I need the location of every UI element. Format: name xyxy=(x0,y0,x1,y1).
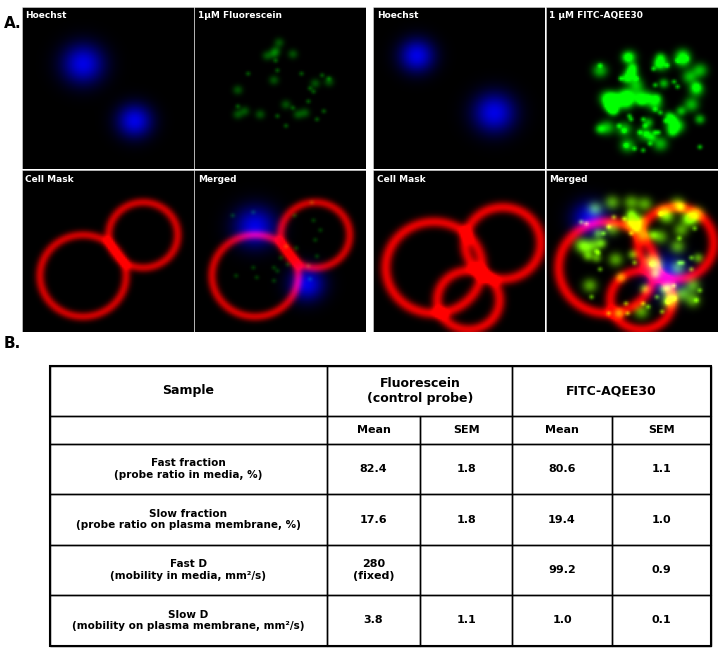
Text: SEM: SEM xyxy=(453,425,479,435)
Text: 17.6: 17.6 xyxy=(360,515,387,524)
Text: 82.4: 82.4 xyxy=(360,465,387,474)
Bar xyxy=(49,444,327,494)
Text: Mean: Mean xyxy=(357,425,391,435)
Bar xyxy=(327,494,420,545)
Text: Fast fraction
(probe ratio in media, %): Fast fraction (probe ratio in media, %) xyxy=(115,459,262,480)
Text: Hoechst: Hoechst xyxy=(25,11,67,20)
Text: 1.8: 1.8 xyxy=(456,515,476,524)
Bar xyxy=(327,416,420,444)
Bar xyxy=(612,595,710,645)
Text: Merged: Merged xyxy=(198,174,236,184)
Bar xyxy=(420,494,513,545)
Text: Slow fraction
(probe ratio on plasma membrane, %): Slow fraction (probe ratio on plasma mem… xyxy=(76,509,301,530)
Text: Sample: Sample xyxy=(162,384,215,397)
Bar xyxy=(49,595,327,645)
Bar xyxy=(513,494,612,545)
Text: 1.0: 1.0 xyxy=(552,615,572,625)
Text: A.: A. xyxy=(4,16,21,32)
Text: Merged: Merged xyxy=(550,174,588,184)
Text: 1.8: 1.8 xyxy=(456,465,476,474)
Text: Fast D
(mobility in media, mm²/s): Fast D (mobility in media, mm²/s) xyxy=(110,559,267,581)
Bar xyxy=(327,444,420,494)
Bar xyxy=(327,595,420,645)
Bar xyxy=(612,545,710,595)
Text: Mean: Mean xyxy=(545,425,579,435)
Bar xyxy=(49,416,327,444)
Text: FITC-AQEE30: FITC-AQEE30 xyxy=(566,384,657,397)
Bar xyxy=(612,444,710,494)
Bar xyxy=(420,444,513,494)
Bar xyxy=(327,545,420,595)
Text: 1μM Fluorescein: 1μM Fluorescein xyxy=(198,11,282,20)
Text: 3.8: 3.8 xyxy=(364,615,384,625)
Bar xyxy=(420,545,513,595)
Text: 0.9: 0.9 xyxy=(651,565,671,575)
Text: 99.2: 99.2 xyxy=(548,565,576,575)
Text: 0.1: 0.1 xyxy=(651,615,671,625)
Bar xyxy=(513,545,612,595)
Text: 19.4: 19.4 xyxy=(548,515,576,524)
Text: B.: B. xyxy=(4,336,21,351)
Bar xyxy=(49,494,327,545)
Bar xyxy=(420,416,513,444)
Bar xyxy=(49,545,327,595)
Bar xyxy=(612,494,710,545)
Bar xyxy=(513,444,612,494)
Text: Fluorescein
(control probe): Fluorescein (control probe) xyxy=(367,377,473,405)
Bar xyxy=(49,366,327,416)
Text: Slow D
(mobility on plasma membrane, mm²/s): Slow D (mobility on plasma membrane, mm²… xyxy=(72,609,304,631)
Text: Cell Mask: Cell Mask xyxy=(376,174,426,184)
Text: 1.0: 1.0 xyxy=(651,515,671,524)
Text: 1.1: 1.1 xyxy=(456,615,476,625)
Bar xyxy=(420,595,513,645)
Text: Cell Mask: Cell Mask xyxy=(25,174,74,184)
Text: 1.1: 1.1 xyxy=(651,465,671,474)
Text: 1 μM FITC-AQEE30: 1 μM FITC-AQEE30 xyxy=(550,11,643,20)
Bar xyxy=(612,416,710,444)
Text: SEM: SEM xyxy=(648,425,674,435)
Bar xyxy=(513,416,612,444)
Text: 80.6: 80.6 xyxy=(548,465,576,474)
Bar xyxy=(513,595,612,645)
Text: Hoechst: Hoechst xyxy=(376,11,418,20)
Bar xyxy=(513,366,710,416)
Text: 280
(fixed): 280 (fixed) xyxy=(353,559,394,581)
Bar xyxy=(327,366,513,416)
